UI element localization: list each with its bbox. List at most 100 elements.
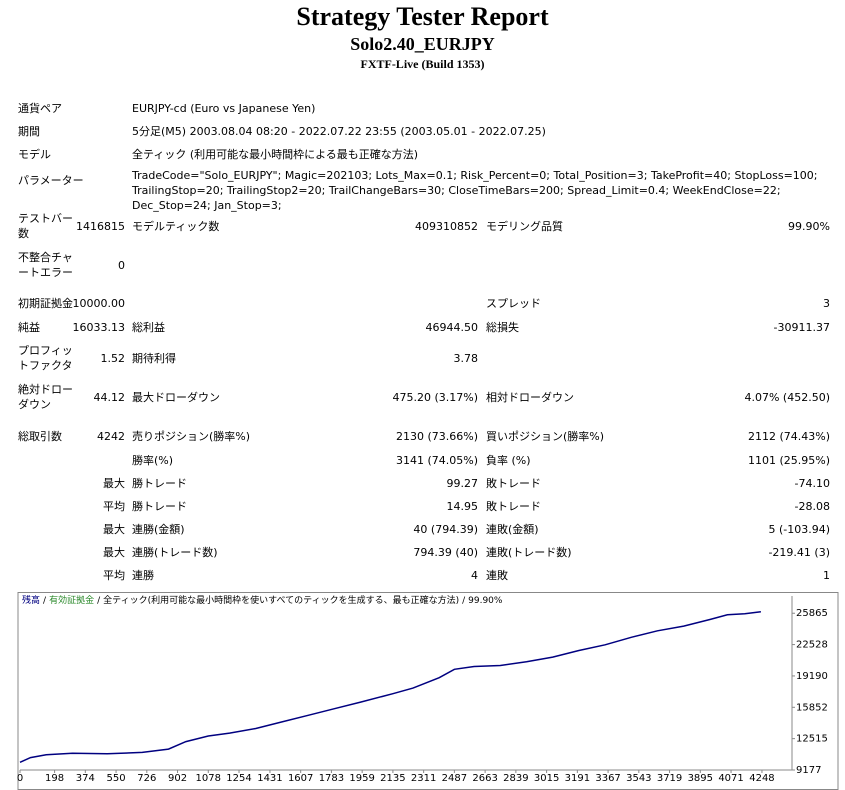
- info-value: 全ティック (利用可能な最小時間枠による最も正確な方法): [132, 148, 419, 161]
- y-tick-label: 22528: [796, 640, 828, 651]
- stat-label: 絶対ドローダウン: [18, 383, 73, 411]
- x-tick-label: 3015: [534, 773, 559, 784]
- stat-value: 10000.00: [72, 296, 126, 310]
- stat-label: 純益: [18, 320, 40, 334]
- x-tick-label: 3191: [565, 773, 590, 784]
- x-tick-label: 1431: [257, 773, 282, 784]
- stat-value: 40 (794.39): [413, 522, 478, 536]
- stat-value: 4: [471, 568, 478, 582]
- stat-value: 最大: [103, 476, 125, 490]
- legend-separator: /: [462, 596, 466, 606]
- stat-value: 平均: [103, 499, 125, 513]
- stat-value: 平均: [103, 568, 125, 582]
- info-label: モデル: [18, 148, 51, 161]
- stat-label: 連敗(金額): [486, 522, 539, 536]
- x-tick-label: 2311: [411, 773, 436, 784]
- stat-value: 3.78: [453, 351, 479, 365]
- stat-label: 敗トレード: [486, 499, 541, 513]
- x-tick-label: 4248: [749, 773, 774, 784]
- stat-value: -74.10: [794, 476, 830, 490]
- info-value: 5分足(M5) 2003.08.04 08:20 - 2022.07.22 23…: [132, 125, 546, 138]
- legend-separator: /: [43, 596, 47, 606]
- stat-label: 総損失: [486, 320, 519, 334]
- balance-line: [19, 610, 761, 763]
- stat-value: -30911.37: [773, 320, 830, 334]
- stat-value: 14.95: [446, 499, 479, 513]
- x-tick-label: 374: [76, 773, 95, 784]
- report-subtitle: Solo2.40_EURJPY: [350, 34, 495, 54]
- info-value: EURJPY-cd (Euro vs Japanese Yen): [132, 102, 316, 115]
- x-tick-label: 1254: [226, 773, 251, 784]
- y-tick-label: 12515: [796, 734, 828, 745]
- stat-value: 3: [823, 296, 830, 310]
- x-tick-label: 4071: [718, 773, 743, 784]
- stat-label: 期待利得: [132, 351, 176, 365]
- x-tick-label: 1607: [288, 773, 313, 784]
- balance-chart: 残高 / 有効証拠金 / 全ティック(利用可能な最小時間枠を使いすべてのティックを生成す…: [17, 592, 839, 790]
- stat-label: 連敗: [486, 568, 508, 582]
- stat-label: モデリング品質: [486, 219, 563, 233]
- legend-separator: /: [97, 596, 101, 606]
- x-tick-label: 198: [45, 773, 64, 784]
- stat-value: 1.52: [100, 351, 126, 365]
- stat-label: プロフィットファクタ: [18, 344, 73, 372]
- y-tick-label: 15852: [796, 702, 828, 713]
- stat-label: 連敗(トレード数): [486, 545, 572, 559]
- x-tick-label: 3543: [626, 773, 651, 784]
- stat-value: -219.41 (3): [768, 545, 830, 559]
- stat-value: 最大: [103, 522, 125, 536]
- stat-label: 連勝(トレード数): [132, 545, 218, 559]
- x-tick-label: 1078: [196, 773, 221, 784]
- stat-value: 最大: [103, 545, 125, 559]
- stat-label: 初期証拠金: [18, 296, 73, 310]
- stat-label: 勝率(%): [132, 453, 174, 467]
- stat-value: 475.20 (3.17%): [392, 390, 478, 404]
- x-tick-label: 2839: [503, 773, 528, 784]
- legend-entry: 残高: [22, 594, 40, 606]
- info-value: TradeCode="Solo_EURJPY"; Magic=202103; L…: [132, 169, 818, 212]
- info-label: 期間: [18, 125, 40, 138]
- info-label: パラメーター: [18, 174, 84, 187]
- build-info: FXTF-Live (Build 1353): [360, 57, 485, 71]
- stat-label: 総取引数: [18, 429, 62, 443]
- stat-value: 4.07% (452.50): [744, 390, 830, 404]
- stat-value: 794.39 (40): [413, 545, 478, 559]
- stat-value: 0: [118, 258, 125, 272]
- stat-value: 99.90%: [788, 219, 830, 233]
- stat-label: 勝トレード: [132, 476, 187, 490]
- stat-label: 不整合チャートエラー: [18, 251, 73, 279]
- y-tick-label: 9177: [796, 765, 821, 776]
- x-tick-label: 2663: [472, 773, 497, 784]
- stat-value: 16033.13: [72, 320, 126, 334]
- y-tick-label: 19190: [796, 671, 828, 682]
- x-tick-label: 2135: [380, 773, 405, 784]
- x-tick-label: 3895: [688, 773, 713, 784]
- stat-value: 1101 (25.95%): [747, 453, 830, 467]
- stat-label: モデルティック数: [132, 219, 220, 233]
- x-tick-label: 1783: [319, 773, 344, 784]
- stat-label: テストバー数: [18, 212, 73, 240]
- model-note: 全ティック(利用可能な最小時間枠を使いすべてのティックを生成する、最も正確な方法…: [103, 594, 459, 606]
- stat-value: 1: [823, 568, 830, 582]
- stat-label: 勝トレード: [132, 499, 187, 513]
- stat-value: 46944.50: [425, 320, 479, 334]
- stat-value: 44.12: [93, 390, 126, 404]
- stat-label: 最大ドローダウン: [132, 390, 220, 404]
- x-tick-label: 0: [17, 773, 23, 784]
- stat-label: 総利益: [132, 320, 165, 334]
- chart-legend: 残高 / 有効証拠金 / 全ティック(利用可能な最小時間枠を使いすべてのティックを生成す…: [22, 594, 503, 606]
- x-tick-label: 726: [137, 773, 156, 784]
- stat-label: 売りポジション(勝率%): [132, 429, 251, 443]
- stat-value: 409310852: [415, 219, 478, 233]
- stat-value: 3141 (74.05%): [395, 453, 478, 467]
- info-label: 通貨ペア: [18, 102, 62, 115]
- x-tick-label: 902: [168, 773, 187, 784]
- stat-label: スプレッド: [486, 296, 541, 310]
- x-tick-label: 1959: [349, 773, 374, 784]
- stat-value: 2112 (74.43%): [747, 429, 830, 443]
- stat-value: 5 (-103.94): [768, 522, 830, 536]
- report-title: Strategy Tester Report: [296, 2, 549, 31]
- stat-label: 敗トレード: [486, 476, 541, 490]
